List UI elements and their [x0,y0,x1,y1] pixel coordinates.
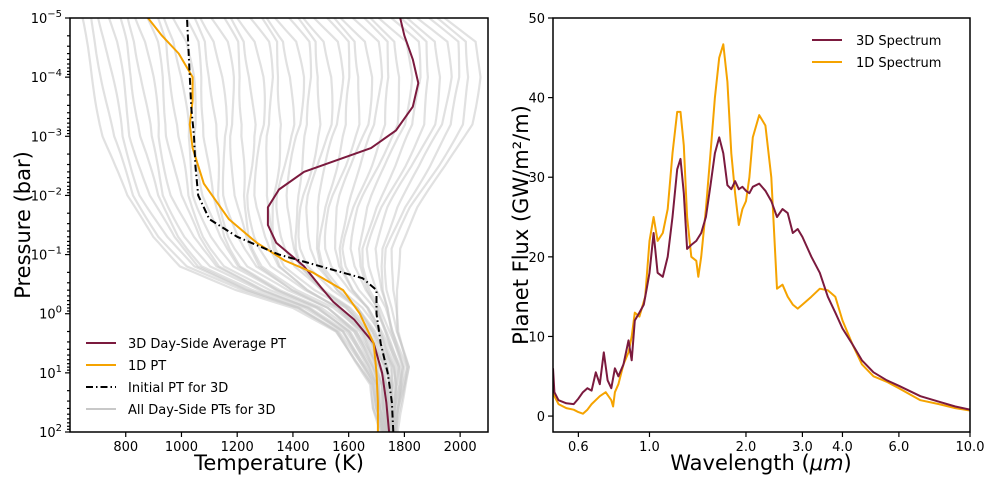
left-legend-label: 1D PT [128,359,166,374]
right-y-tick-label: 0 [537,410,545,425]
right-x-tick-label: 3.0 [792,440,813,455]
left-x-tick-label: 1600 [332,440,365,455]
day-side-pt-line [349,18,401,432]
right-y-tick-label: 50 [528,12,545,27]
spectrum-line-1d-spectrum [553,43,970,415]
right-legend-label: 3D Spectrum [856,34,941,49]
right-x-tick-label: 4.0 [832,440,853,455]
right-x-axis-label: Wavelength (μm) [670,451,851,475]
day-side-pt-line [357,18,414,432]
left-plot-frame [69,17,489,433]
day-side-pt-line [274,18,394,432]
right-x-tick-label: 2.0 [736,440,757,455]
left-legend-label: 3D Day-Side Average PT [128,337,286,352]
left-x-tick-label: 1200 [221,440,254,455]
day-side-pt-line [97,18,386,432]
left-x-tick-label: 1800 [388,440,421,455]
right-x-ticks: 0.6 1.0 2.0 3.0 4.0 6.0 10.0 [568,432,984,455]
left-y-tick-label: 10−4 [31,68,62,86]
day-side-pt-line [162,18,389,432]
day-side-pt-line [333,18,398,432]
left-legend-label: All Day-Side PTs for 3D [128,403,275,418]
left-x-axis-label: Temperature (K) [193,451,364,475]
left-x-tick-label: 1400 [276,440,309,455]
all-day-side-pt-band [81,18,482,432]
left-pt-lines [147,18,420,432]
left-y-tick-label: 10−2 [31,186,62,204]
left-x-tick-label: 2000 [444,440,477,455]
left-x-tick-label: 800 [113,440,138,455]
left-y-tick-label: 10−1 [31,246,62,264]
day-side-pt-line [395,18,482,432]
right-x-tick-label: 1.0 [639,440,660,455]
left-y-tick-label: 102 [39,423,62,441]
day-side-pt-line [380,18,453,432]
right-legend: 3D Spectrum 1D Spectrum [812,34,941,71]
right-y-axis-label: Planet Flux (GW/m²/m) [509,105,533,345]
right-y-tick-label: 30 [528,171,545,186]
day-side-pt-line [126,18,387,432]
day-side-pt-line [185,18,385,432]
left-y-tick-label: 10−3 [31,127,62,145]
day-side-pt-line [317,18,396,432]
day-side-pt-line [199,18,391,432]
right-legend-label: 1D Spectrum [856,56,941,71]
day-side-pt-line [261,18,388,432]
day-side-pt-line [172,18,388,432]
right-plot-frame [552,17,971,433]
left-legend: 3D Day-Side Average PT 1D PT Initial PT fo… [86,337,286,418]
right-chart-panel: 0.6 1.0 2.0 3.0 4.0 6.0 10.0 0 10 20 30 40 50 Wavel… [509,12,984,475]
day-side-pt-line [302,18,395,432]
day-side-pt-line [323,18,394,432]
day-side-pt-line [157,18,385,432]
left-y-tick-label: 10−5 [31,9,62,27]
left-y-tick-label: 101 [39,364,62,382]
pt-line-1d-pt [147,18,379,432]
spectrum-line-3d-spectrum [553,136,970,411]
day-side-pt-line [288,18,394,432]
right-y-tick-label: 20 [528,251,545,266]
left-chart-panel: 800 1000 1200 1400 1600 1800 2000 10−5 10−4 10−3… [11,9,489,475]
right-spectrum-lines [553,43,970,415]
left-y-ticks: 10−5 10−4 10−3 10−2 10−1 100 101 102 [31,9,70,441]
left-y-axis-label: Pressure (bar) [11,151,35,299]
left-legend-label: Initial PT for 3D [128,381,228,396]
right-x-tick-label: 10.0 [956,440,985,455]
day-side-pt-line [236,18,392,432]
right-x-tick-label: 6.0 [889,440,910,455]
right-x-tick-label: 0.6 [568,440,589,455]
pt-line-initial-pt-for-3d [186,18,395,432]
right-y-tick-label: 40 [528,92,545,107]
day-side-pt-line [374,18,442,432]
pt-line-3d-day-side-average-pt [266,18,420,432]
left-x-ticks: 800 1000 1200 1400 1600 1800 2000 [113,432,477,455]
left-x-tick-label: 1000 [165,440,198,455]
day-side-pt-line [134,18,388,432]
right-y-ticks: 0 10 20 30 40 50 [528,12,553,425]
right-y-tick-label: 10 [528,330,545,345]
left-y-tick-label: 100 [39,305,62,323]
